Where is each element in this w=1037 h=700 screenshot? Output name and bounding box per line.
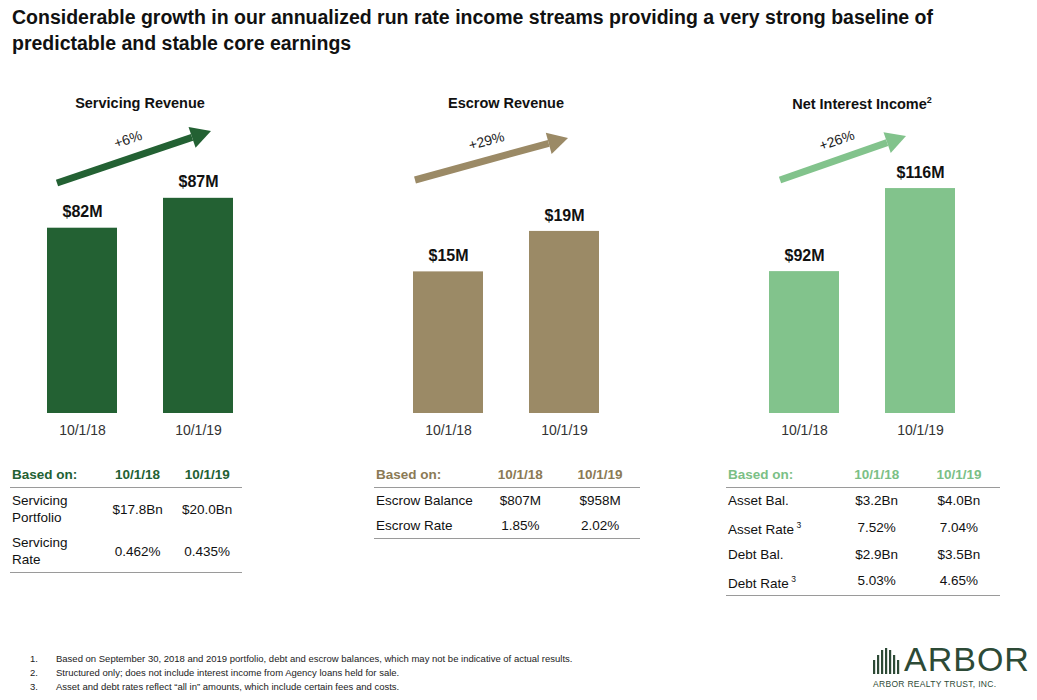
html-text:7.52%: 7.52% xyxy=(857,519,896,535)
html-text:Based on:: Based on: xyxy=(728,467,794,482)
html-text:$4.0Bn: $4.0Bn xyxy=(937,493,981,508)
html-text:Net Interest Income2: Net Interest Income2 xyxy=(792,95,932,112)
html-text:$3.2Bn: $3.2Bn xyxy=(855,493,899,508)
html-text:$3.5Bn: $3.5Bn xyxy=(937,546,981,562)
html-text:Based on:: Based on: xyxy=(376,467,442,482)
svg-text:+26%: +26% xyxy=(817,127,856,154)
html-text:Debt Rate3: Debt Rate3 xyxy=(728,573,796,590)
html-text:10/1/18: 10/1/18 xyxy=(854,467,900,482)
svg-text:$82M: $82M xyxy=(62,203,102,220)
html-text:0.435%: 0.435% xyxy=(184,543,231,559)
html-text:ARBOR REALTY TRUST, INC.: ARBOR REALTY TRUST, INC. xyxy=(873,679,997,689)
html-text:10/1/19: 10/1/19 xyxy=(577,467,623,482)
html-text:3.: 3. xyxy=(30,681,38,692)
html-text:Asset and debt rates reflect “: Asset and debt rates reflect “all in” am… xyxy=(56,681,400,692)
html-text:2.02%: 2.02% xyxy=(581,518,620,533)
html-text:Based on September 30, 2018 an: Based on September 30, 2018 and 2019 por… xyxy=(56,653,573,664)
html-text:10/1/18: 10/1/18 xyxy=(497,467,543,482)
svg-text:$87M: $87M xyxy=(178,173,218,190)
html-text:10/1/19: 10/1/19 xyxy=(936,467,982,482)
html-text:Escrow Balance: Escrow Balance xyxy=(376,493,473,508)
svg-text:10/1/18: 10/1/18 xyxy=(59,422,106,438)
svg-text:$19M: $19M xyxy=(544,207,584,224)
svg-text:+6%: +6% xyxy=(112,127,144,151)
svg-text:$116M: $116M xyxy=(896,164,944,181)
html-text:Servicing Revenue: Servicing Revenue xyxy=(75,95,205,111)
html-text:2.: 2. xyxy=(30,667,38,678)
html-text:Escrow Rate: Escrow Rate xyxy=(376,518,453,533)
html-text:$958M: $958M xyxy=(579,493,621,508)
html-text:0.462%: 0.462% xyxy=(114,543,161,559)
svg-text:10/1/18: 10/1/18 xyxy=(425,422,472,438)
html-text:10/1/18: 10/1/18 xyxy=(115,467,161,482)
html-text:Servicing Portfolio: Servicing Portfolio xyxy=(12,493,68,525)
html-text:Servicing Rate: Servicing Rate xyxy=(12,535,68,567)
html-text:Considerable growth in our ann: Considerable growth in our annualized ru… xyxy=(12,6,933,54)
svg-text:+29%: +29% xyxy=(467,128,506,153)
html-text:Debt Bal.: Debt Bal. xyxy=(728,546,784,562)
html-text:Asset Bal.: Asset Bal. xyxy=(728,493,789,508)
html-text:$2.9Bn: $2.9Bn xyxy=(855,546,899,562)
html-text:$807M: $807M xyxy=(499,493,541,508)
html-text:ARBOR: ARBOR xyxy=(904,640,1030,678)
html-text:7.04%: 7.04% xyxy=(939,519,978,535)
html-text:Asset Rate3: Asset Rate3 xyxy=(728,520,802,537)
svg-text:10/1/19: 10/1/19 xyxy=(897,422,944,438)
html-text:Based on:: Based on: xyxy=(12,467,78,482)
svg-text:10/1/19: 10/1/19 xyxy=(541,422,588,438)
svg-text:$92M: $92M xyxy=(784,247,824,264)
html-text:4.65%: 4.65% xyxy=(939,573,978,589)
html-text:1.: 1. xyxy=(30,653,38,664)
html-text:Structured only; does not incl: Structured only; does not include intere… xyxy=(56,667,400,678)
html-text:Escrow Revenue: Escrow Revenue xyxy=(448,95,564,111)
html-text:1.85%: 1.85% xyxy=(501,518,540,533)
svg-text:10/1/18: 10/1/18 xyxy=(781,422,828,438)
html-text:5.03%: 5.03% xyxy=(857,573,896,589)
html-text:$20.0Bn: $20.0Bn xyxy=(182,501,233,517)
html-text:$17.8Bn: $17.8Bn xyxy=(112,501,163,517)
svg-text:$15M: $15M xyxy=(428,247,468,264)
html-text:10/1/19: 10/1/19 xyxy=(184,467,230,482)
svg-text:10/1/19: 10/1/19 xyxy=(175,422,222,438)
